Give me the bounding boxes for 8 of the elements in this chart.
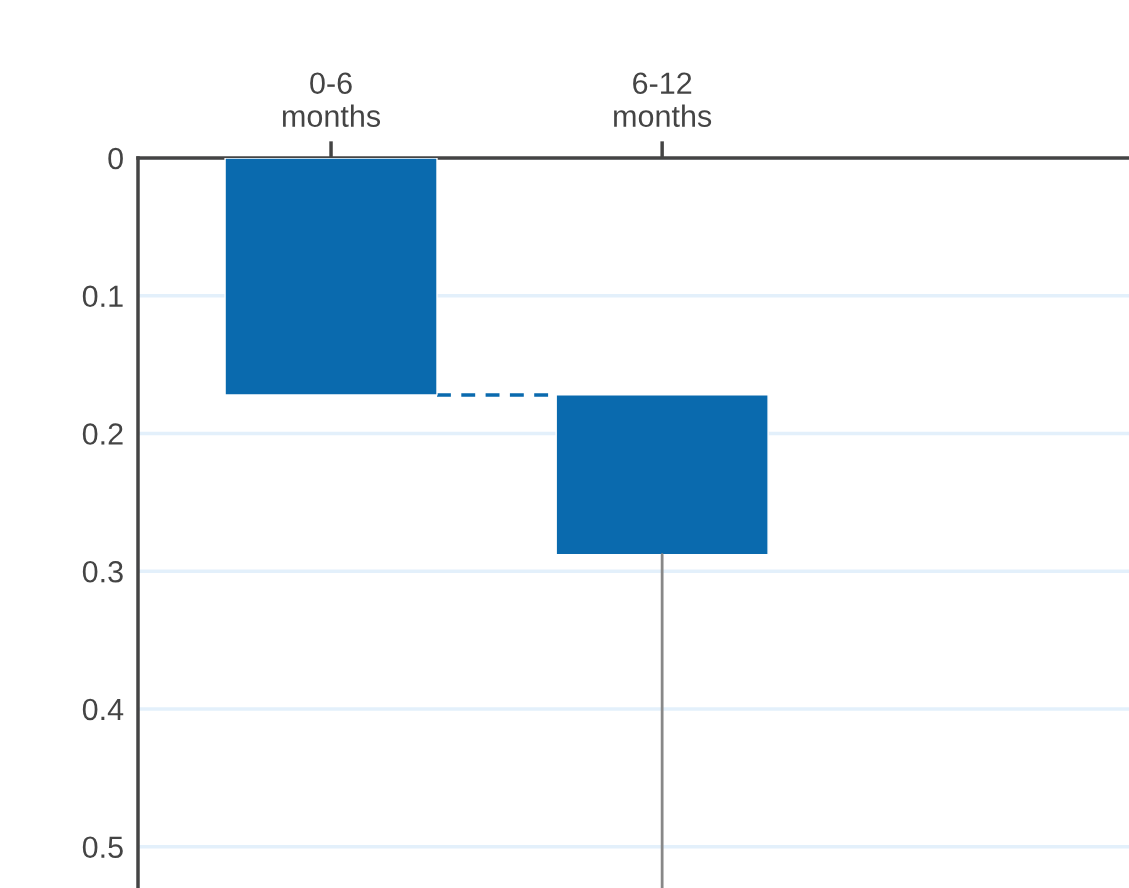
y-tick-label: 0.3 [82, 560, 123, 583]
x-tick-label: 6-12 months [614, 72, 712, 127]
y-tick-label: 0.4 [82, 698, 124, 721]
y-tick-label: 0.2 [82, 423, 123, 445]
y-tick-label: 0 [108, 147, 123, 170]
y-tick-label: 0.1 [82, 285, 123, 308]
y-tick-label: 0.5 [82, 836, 123, 859]
x-tick-label: 0-6 months [282, 72, 381, 127]
